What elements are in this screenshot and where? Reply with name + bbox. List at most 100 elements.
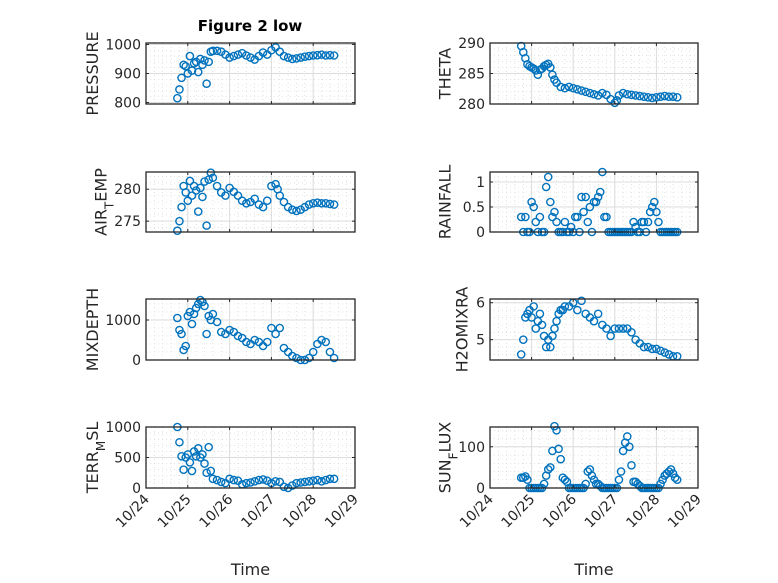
data-point xyxy=(581,87,590,97)
data-point xyxy=(173,226,182,236)
data-point xyxy=(546,463,555,472)
data-point xyxy=(531,217,541,227)
data-point xyxy=(652,344,661,354)
data-point xyxy=(202,79,211,88)
data-point xyxy=(292,353,301,363)
x-tick-label: 10/25 xyxy=(155,492,195,532)
data-point xyxy=(660,91,670,101)
data-point xyxy=(313,50,322,60)
y-tick-label: 0 xyxy=(132,353,141,369)
data-point xyxy=(233,331,243,341)
y-tick-label: 900 xyxy=(114,67,141,83)
data-point xyxy=(287,205,297,214)
data-point xyxy=(296,53,305,62)
x-tick-label: 10/24 xyxy=(113,491,153,531)
data-point xyxy=(208,474,218,484)
data-point xyxy=(221,191,230,200)
y-tick-label: 1000 xyxy=(105,420,141,436)
data-point xyxy=(233,50,243,59)
data-point xyxy=(300,202,310,212)
data-point xyxy=(179,60,188,70)
data-point xyxy=(181,341,191,351)
data-point xyxy=(672,475,682,485)
data-point xyxy=(300,477,310,487)
data-point xyxy=(271,476,280,486)
data-point xyxy=(643,217,653,227)
data-point xyxy=(317,198,326,208)
y-tick-label: 280 xyxy=(114,182,141,198)
data-point xyxy=(173,313,182,323)
y-axis-label: PRESSURE xyxy=(83,31,102,115)
data-point xyxy=(283,53,293,62)
data-point xyxy=(660,348,670,357)
data-point xyxy=(254,200,264,209)
data-point xyxy=(560,217,570,227)
data-point xyxy=(670,473,680,482)
data-point xyxy=(650,197,659,207)
data-point xyxy=(581,192,590,202)
data-point xyxy=(656,92,665,101)
data-point xyxy=(598,88,607,98)
data-point xyxy=(329,51,339,60)
data-point xyxy=(208,173,218,183)
data-point xyxy=(552,316,561,326)
data-point xyxy=(325,50,335,60)
data-point xyxy=(523,475,532,485)
x-axis-label: Time xyxy=(573,560,613,579)
data-point xyxy=(573,85,582,94)
x-tick-label: 10/27 xyxy=(582,492,622,532)
y-tick-label: 1 xyxy=(476,175,485,191)
data-point xyxy=(531,324,541,333)
data-point xyxy=(189,59,199,68)
data-point xyxy=(652,207,661,217)
data-point xyxy=(568,83,578,93)
y-tick-label: 285 xyxy=(458,67,485,83)
y-tick-label: 0.5 xyxy=(463,200,485,216)
data-point xyxy=(233,191,243,200)
data-point xyxy=(250,476,259,486)
data-point xyxy=(173,93,182,103)
data-point xyxy=(279,197,289,207)
data-point xyxy=(656,346,665,356)
data-point xyxy=(202,221,211,230)
data-point xyxy=(225,53,234,62)
data-point xyxy=(639,92,649,101)
data-point xyxy=(204,57,213,67)
data-point xyxy=(283,202,293,212)
data-point xyxy=(560,83,570,93)
data-point xyxy=(308,476,318,485)
x-tick-label: 10/26 xyxy=(540,491,580,531)
data-point xyxy=(325,199,335,209)
data-point xyxy=(175,85,184,94)
y-tick-label: 275 xyxy=(114,214,141,230)
x-tick-label: 10/27 xyxy=(238,492,278,532)
data-point xyxy=(177,329,186,339)
data-point xyxy=(275,191,285,200)
data-point xyxy=(304,353,314,363)
data-point xyxy=(177,73,186,83)
data-point xyxy=(185,51,195,61)
data-series xyxy=(173,168,339,236)
x-tick-label: 10/26 xyxy=(197,491,237,531)
x-tick-label: 10/24 xyxy=(457,491,497,531)
data-point xyxy=(200,301,209,311)
data-point xyxy=(242,478,251,488)
data-point xyxy=(296,205,305,214)
data-point xyxy=(643,342,653,352)
y-tick-label: 500 xyxy=(114,451,141,467)
data-point xyxy=(627,90,636,100)
data-point xyxy=(317,335,326,345)
data-point xyxy=(296,478,305,487)
x-tick-label: 10/28 xyxy=(280,492,320,532)
data-point xyxy=(614,91,624,100)
data-point xyxy=(622,432,632,441)
data-point xyxy=(589,89,599,99)
data-point xyxy=(639,217,649,227)
data-point xyxy=(546,197,555,207)
data-point xyxy=(560,302,570,311)
data-point xyxy=(308,51,318,60)
data-point xyxy=(535,212,545,222)
